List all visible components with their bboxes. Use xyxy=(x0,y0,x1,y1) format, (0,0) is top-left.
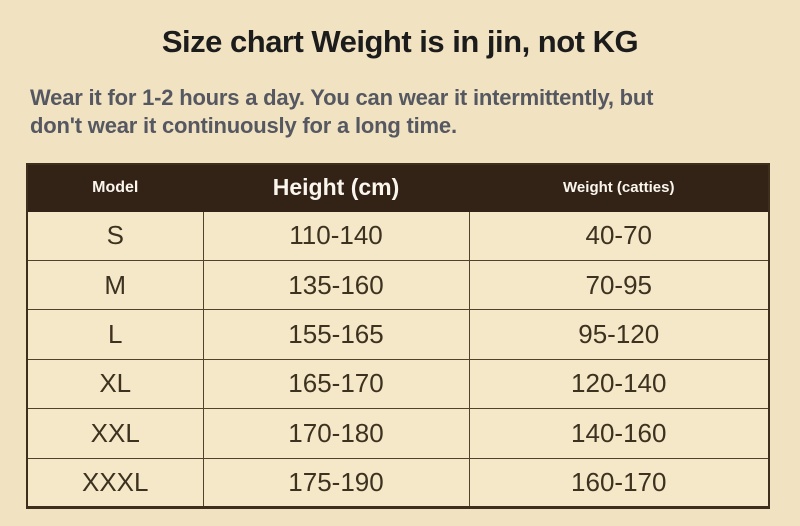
table-row: L 155-165 95-120 xyxy=(26,309,770,360)
model-cell: L xyxy=(26,309,204,360)
weight-cell: 70-95 xyxy=(468,259,770,311)
height-cell: 110-140 xyxy=(202,210,470,261)
weight-cell: 120-140 xyxy=(468,358,770,410)
table-row: S 110-140 40-70 xyxy=(26,210,770,261)
height-cell: 135-160 xyxy=(202,259,470,311)
header-cell-model: Model xyxy=(26,163,204,212)
height-cell: 165-170 xyxy=(202,358,470,410)
table-row: M 135-160 70-95 xyxy=(26,259,770,311)
height-cell: 175-190 xyxy=(202,457,470,509)
subtitle-line-1: Wear it for 1-2 hours a day. You can wea… xyxy=(30,85,654,110)
weight-cell: 95-120 xyxy=(468,309,770,360)
page-title: Size chart Weight is in jin, not KG xyxy=(161,24,639,59)
table-row: XXXL 175-190 160-170 xyxy=(26,457,770,509)
weight-cell: 40-70 xyxy=(468,210,770,261)
table-header-row: Model Height (cm) Weight (catties) xyxy=(26,163,770,212)
weight-cell: 140-160 xyxy=(468,408,770,459)
size-chart-table: Model Height (cm) Weight (catties) S 110… xyxy=(26,163,770,509)
model-cell: M xyxy=(26,259,204,311)
table-row: XXL 170-180 140-160 xyxy=(26,408,770,459)
table-row: XL 165-170 120-140 xyxy=(26,358,770,410)
model-cell: XXL xyxy=(26,408,204,459)
model-cell: XXXL xyxy=(26,457,204,509)
model-cell: S xyxy=(26,210,204,261)
height-cell: 155-165 xyxy=(202,309,470,360)
subtitle-note: Wear it for 1-2 hours a day. You can wea… xyxy=(30,84,775,140)
header-cell-weight: Weight (catties) xyxy=(468,163,770,212)
model-cell: XL xyxy=(26,358,204,410)
subtitle-line-2: don't wear it continuously for a long ti… xyxy=(30,113,457,138)
weight-cell: 160-170 xyxy=(468,457,770,509)
header-cell-height: Height (cm) xyxy=(202,163,470,212)
height-cell: 170-180 xyxy=(202,408,470,459)
